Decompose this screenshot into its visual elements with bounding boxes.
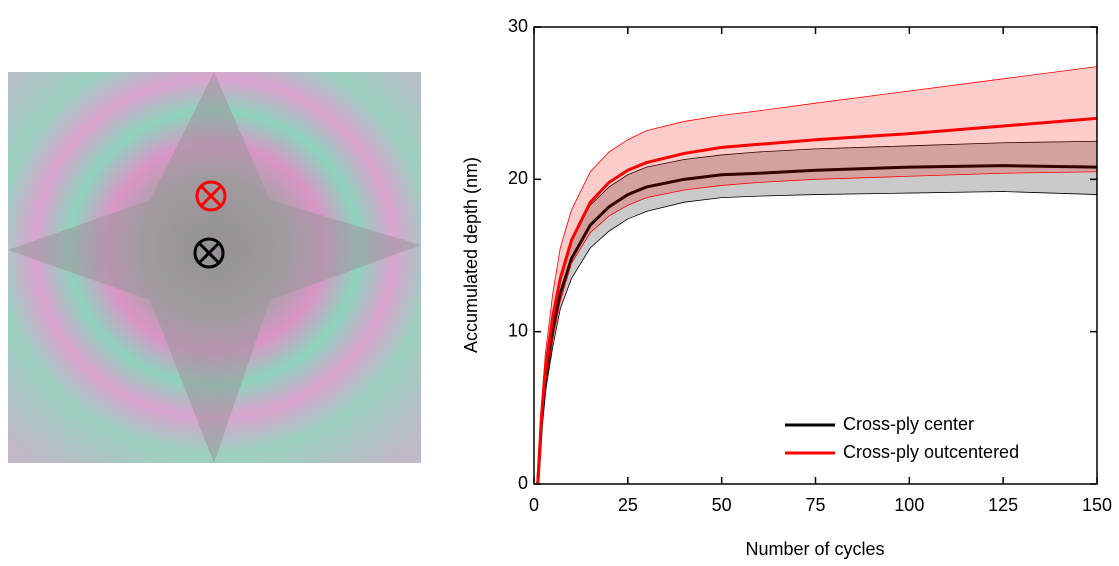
band-lower (537, 171, 1098, 485)
legend-label: Cross-ply center (843, 414, 974, 434)
x-tick-label: 100 (894, 495, 924, 515)
x-tick-label: 75 (805, 495, 825, 515)
x-tick-label: 125 (988, 495, 1018, 515)
mean-line (536, 164, 1098, 485)
y-axis-label: Accumulated depth (nm) (461, 157, 481, 353)
y-tick-label: 30 (508, 16, 528, 36)
plot: 0 25 50 75 100 125 150 0 10 20 30 Cross-ply center C… (508, 16, 1112, 515)
cross-region (8, 72, 421, 463)
x-tick-label: 150 (1082, 495, 1112, 515)
micrograph (8, 72, 421, 463)
band (537, 141, 1097, 484)
x-tick-label: 50 (712, 495, 732, 515)
legend-label: Cross-ply outcentered (843, 442, 1019, 462)
y-tick-label: 10 (508, 320, 528, 340)
marker-black (193, 237, 225, 269)
mean-line (536, 116, 1098, 485)
band-upper (537, 66, 1098, 485)
marker-red (195, 180, 227, 212)
x-tick-label: 0 (529, 495, 539, 515)
x-axis-label: Number of cycles (745, 539, 884, 559)
x-tick-label: 25 (618, 495, 638, 515)
y-tick-label: 0 (518, 473, 528, 493)
band (537, 66, 1097, 485)
band-lower (537, 191, 1098, 485)
y-tick-label: 20 (508, 168, 528, 188)
